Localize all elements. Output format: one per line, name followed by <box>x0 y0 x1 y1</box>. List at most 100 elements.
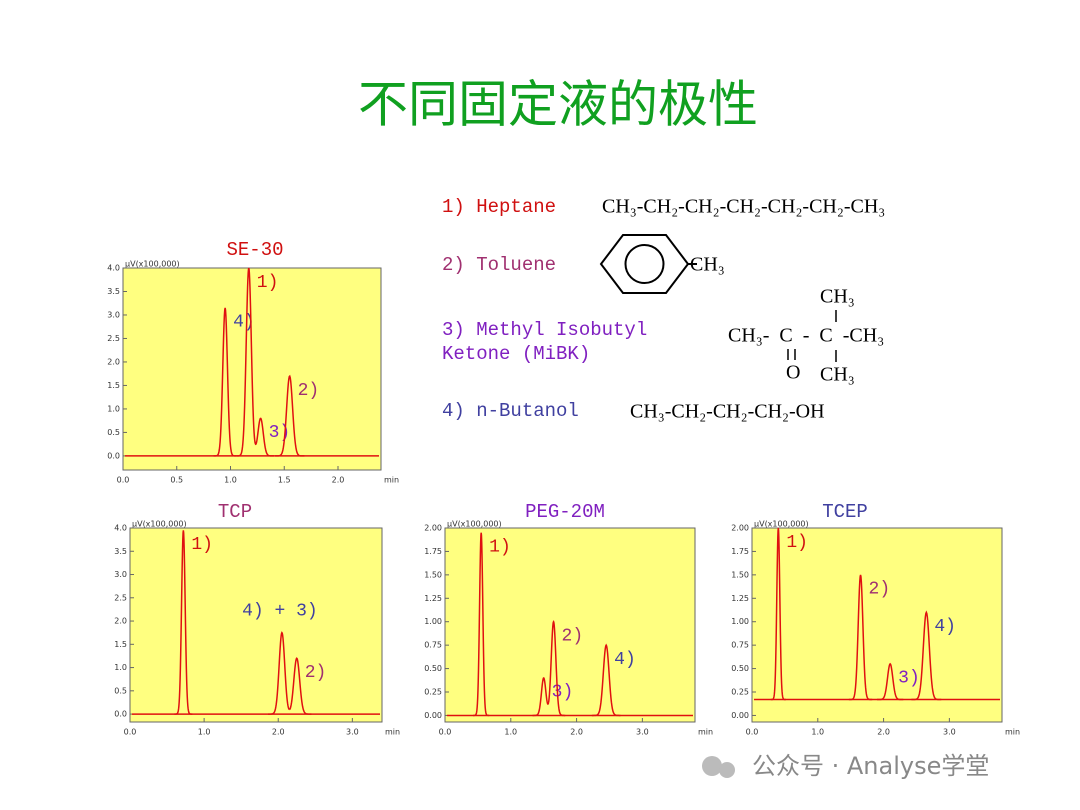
y-tick-label: 4.0 <box>107 264 120 273</box>
peak-label: 4) <box>233 313 255 333</box>
x-tick-label: 0.0 <box>439 728 452 737</box>
y-tick-label: 3.5 <box>114 547 127 556</box>
peak <box>877 662 904 701</box>
chromatogram: PEG-20M μV(x100,000) min 0.00 0.25 0.50 0.75 1.… <box>424 501 713 736</box>
peak <box>591 643 621 717</box>
y-tick-label: 1.75 <box>424 547 442 556</box>
y-tick-label: 1.0 <box>107 404 120 413</box>
chromatogram: TCEP μV(x100,000) min 0.00 0.25 0.50 0.75 1.00 1… <box>731 501 1020 736</box>
y-tick-label: 3.0 <box>107 310 120 319</box>
x-tick-label: 0.5 <box>170 476 183 485</box>
peak-label: 3) <box>269 423 291 443</box>
bonds <box>787 310 837 362</box>
peak-label: 4) + 3) <box>242 601 318 621</box>
y-tick-label: 0.5 <box>114 686 127 695</box>
y-axis-label: μV(x100,000) <box>447 520 502 529</box>
peak <box>213 307 237 457</box>
compound-label: Ketone (MiBK) <box>442 343 590 365</box>
x-tick-label: 1.5 <box>278 476 291 485</box>
y-tick-label: 2.5 <box>114 593 127 602</box>
peak <box>275 374 305 457</box>
x-tick-label: 1.0 <box>811 728 824 737</box>
x-tick-label: 0.0 <box>124 728 137 737</box>
x-tick-label: 2.0 <box>332 476 345 485</box>
x-tick-label: 2.0 <box>272 728 285 737</box>
peak-label: 1) <box>191 535 213 555</box>
y-tick-label: 1.25 <box>731 594 749 603</box>
peak-label: 1) <box>489 537 511 557</box>
y-tick-label: 0.75 <box>424 641 442 650</box>
y-tick-label: 0.50 <box>424 664 442 673</box>
peak <box>532 677 550 717</box>
y-tick-label: 1.50 <box>731 570 749 579</box>
y-tick-label: 0.75 <box>731 641 749 650</box>
y-tick-label: 0.25 <box>424 688 442 697</box>
formula-bottom: CH₃ <box>820 364 855 386</box>
chart-title: TCEP <box>822 501 868 523</box>
y-tick-label: 1.00 <box>731 617 749 626</box>
plot-area <box>751 527 1003 723</box>
x-tick-label: 1.0 <box>224 476 237 485</box>
y-tick-label: 4.0 <box>114 524 127 533</box>
y-tick-label: 1.75 <box>731 547 749 556</box>
y-tick-label: 2.5 <box>107 334 120 343</box>
y-tick-label: 3.0 <box>114 570 127 579</box>
peak <box>268 631 290 715</box>
x-tick-label: 3.0 <box>346 728 359 737</box>
x-tick-label: 0.0 <box>117 476 130 485</box>
peak-label: 1) <box>257 273 279 293</box>
y-tick-label: 2.00 <box>731 524 749 533</box>
plot-area <box>444 527 696 723</box>
peak <box>236 267 256 457</box>
peak-label: 2) <box>869 580 891 600</box>
y-axis-label: μV(x100,000) <box>125 260 180 269</box>
y-axis-label: μV(x100,000) <box>754 520 809 529</box>
formula-top: CH₃ <box>820 286 855 308</box>
y-tick-label: 1.5 <box>114 640 127 649</box>
compound-label: 1) Heptane <box>442 196 556 218</box>
peak <box>253 417 274 457</box>
y-tick-label: 0.0 <box>114 710 127 719</box>
x-axis-label: min <box>698 728 713 737</box>
peak-label: 3) <box>552 683 574 703</box>
peak-label: 4) <box>934 617 956 637</box>
peak <box>770 527 786 701</box>
y-tick-label: 2.0 <box>107 357 120 366</box>
chart-title: PEG-20M <box>525 501 605 523</box>
y-tick-label: 1.50 <box>424 570 442 579</box>
watermark: 公众号 · Analyse学堂 <box>702 752 989 780</box>
x-tick-label: 2.0 <box>877 728 890 737</box>
chromatogram: TCP μV(x100,000) min 0.0 0.5 1.0 1.5 2.0 2.5 3.0 3… <box>114 501 400 736</box>
peak <box>174 530 193 715</box>
peak-label: 2) <box>562 626 584 646</box>
peak-label: 1) <box>786 533 808 553</box>
y-tick-label: 0.00 <box>424 711 442 720</box>
y-tick-label: 1.00 <box>424 617 442 626</box>
formula: CH₃-CH₂-CH₂-CH₂-OH <box>630 401 825 423</box>
y-tick-label: 2.00 <box>424 524 442 533</box>
y-axis-label: μV(x100,000) <box>132 520 187 529</box>
y-tick-label: 0.50 <box>731 664 749 673</box>
compound-label: 2) Toluene <box>442 254 556 276</box>
formula: CH₃- C - C -CH₃ <box>728 325 884 347</box>
peak-label: 2) <box>298 381 320 401</box>
peak-label: 4) <box>614 650 636 670</box>
peak <box>911 610 942 701</box>
chromatogram: SE-30 μV(x100,000) min 0.0 0.5 1.0 1.5 2.0 2.5 3.… <box>107 239 399 484</box>
formula: CH₃ <box>690 254 725 276</box>
formula-bottom: O <box>786 362 800 384</box>
y-tick-label: 3.5 <box>107 287 120 296</box>
x-axis-label: min <box>1005 728 1020 737</box>
y-tick-label: 1.0 <box>114 663 127 672</box>
watermark-text: 公众号 · Analyse学堂 <box>752 752 989 780</box>
y-tick-label: 2.0 <box>114 617 127 626</box>
chart-title: TCP <box>218 501 252 523</box>
peak <box>848 574 873 701</box>
x-tick-label: 3.0 <box>636 728 649 737</box>
x-tick-label: 3.0 <box>943 728 956 737</box>
y-tick-label: 1.5 <box>107 381 120 390</box>
compound-label: 4) n-Butanol <box>442 400 579 422</box>
x-tick-label: 2.0 <box>570 728 583 737</box>
peak <box>473 532 490 717</box>
